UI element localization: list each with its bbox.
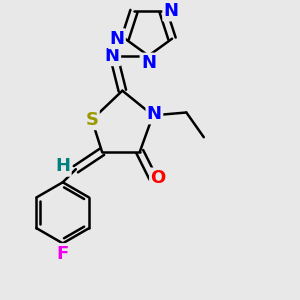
Text: N: N xyxy=(147,105,162,123)
Text: N: N xyxy=(164,2,179,20)
Text: N: N xyxy=(141,54,156,72)
Text: S: S xyxy=(85,111,98,129)
Text: H: H xyxy=(55,157,70,175)
Text: N: N xyxy=(110,30,124,48)
Text: N: N xyxy=(105,47,120,65)
Text: F: F xyxy=(57,244,69,262)
Text: O: O xyxy=(151,169,166,187)
